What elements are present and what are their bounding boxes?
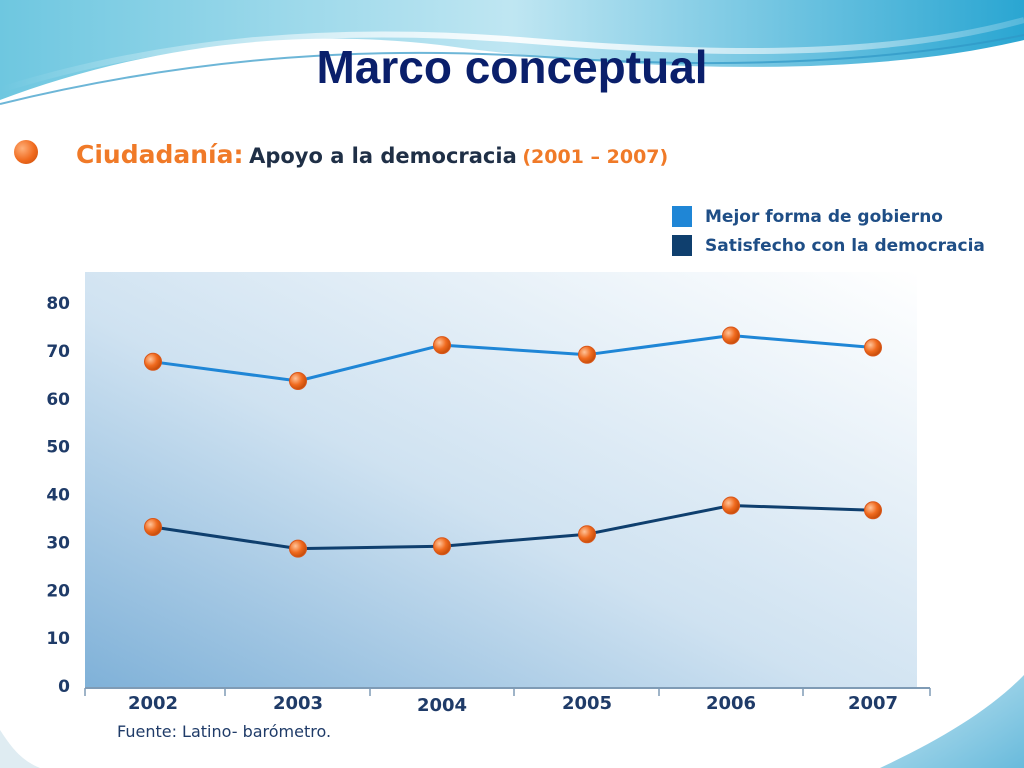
chart-title: Ciudadanía: Apoyo a la democracia (2001 … xyxy=(76,140,668,169)
x-tick-label-2007: 2007 xyxy=(848,693,898,714)
series-line-mejor-forma xyxy=(152,334,874,383)
data-point-mejor-forma-2007 xyxy=(864,338,882,357)
y-tick-label-20: 20 xyxy=(46,581,70,601)
legend-label-mejor-forma: Mejor forma de gobierno xyxy=(705,206,943,227)
footer-wave-decoration xyxy=(0,675,1024,768)
chart-title-years: (2001 – 2007) xyxy=(522,146,669,168)
data-point-mejor-forma-2004 xyxy=(433,336,451,355)
x-tick-label-2006: 2006 xyxy=(706,693,756,714)
x-tick-label-2003: 2003 xyxy=(273,693,323,714)
data-point-mejor-forma-2003 xyxy=(289,372,307,390)
data-point-satisfecho-2003 xyxy=(289,539,307,558)
legend-item-satisfecho: Satisfecho con la democracia xyxy=(672,231,985,260)
chart-title-sub: Apoyo a la democracia xyxy=(249,144,517,168)
legend-swatch-dark-blue xyxy=(672,235,692,256)
y-tick-label-50: 50 xyxy=(46,438,70,458)
y-tick-label-30: 30 xyxy=(46,533,70,553)
legend-item-mejor-forma: Mejor forma de gobierno xyxy=(672,202,985,231)
chart-legend: Mejor forma de gobierno Satisfecho con l… xyxy=(672,202,985,260)
series-line-satisfecho xyxy=(152,504,874,551)
chart-title-main: Ciudadanía: xyxy=(76,140,244,169)
legend-label-satisfecho: Satisfecho con la democracia xyxy=(705,235,985,256)
x-tick-label-2004: 2004 xyxy=(417,695,467,716)
y-tick-label-60: 60 xyxy=(46,390,70,410)
data-point-mejor-forma-2006 xyxy=(722,326,740,345)
source-note: Fuente: Latino- barómetro. xyxy=(117,722,332,741)
legend-swatch-light-blue xyxy=(672,206,692,227)
x-tick-label-2002: 2002 xyxy=(128,693,178,714)
data-point-satisfecho-2005 xyxy=(578,525,596,544)
data-point-satisfecho-2006 xyxy=(722,496,740,515)
x-tick-label-2005: 2005 xyxy=(562,693,612,714)
data-point-mejor-forma-2002 xyxy=(144,352,162,371)
y-tick-label-80: 80 xyxy=(46,294,70,314)
data-point-satisfecho-2007 xyxy=(864,501,882,520)
data-point-mejor-forma-2005 xyxy=(578,345,596,364)
header-wave-decoration xyxy=(0,0,1024,105)
plot-area xyxy=(85,272,917,688)
slide-title: Marco conceptual xyxy=(316,41,708,93)
y-tick-label-40: 40 xyxy=(46,486,70,506)
y-tick-label-0: 0 xyxy=(58,677,70,697)
bullet-icon xyxy=(14,140,38,164)
data-point-satisfecho-2004 xyxy=(433,537,451,556)
data-point-satisfecho-2002 xyxy=(144,518,162,536)
y-tick-label-10: 10 xyxy=(46,629,70,649)
y-tick-label-70: 70 xyxy=(46,342,70,362)
